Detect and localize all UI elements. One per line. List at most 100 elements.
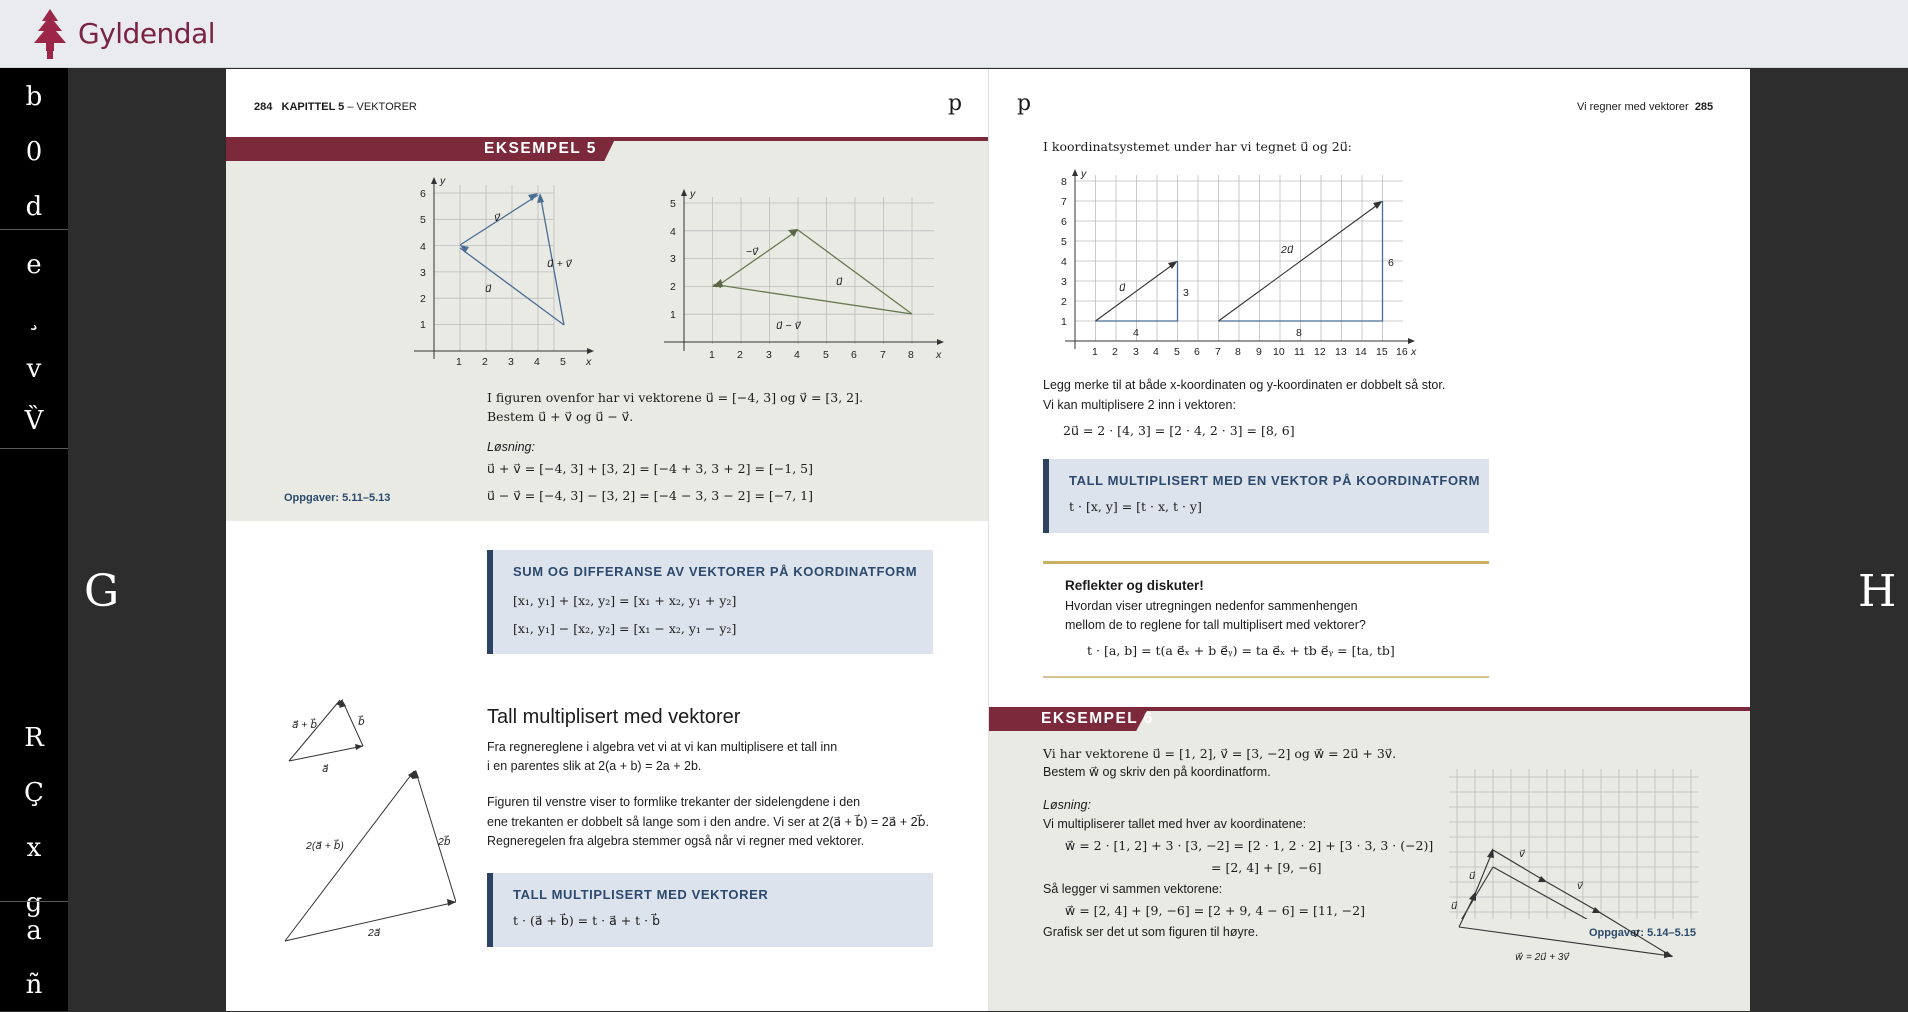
sidebar-divider xyxy=(0,901,68,902)
svg-text:2: 2 xyxy=(482,356,488,368)
svg-text:1: 1 xyxy=(1061,316,1067,328)
svg-text:3: 3 xyxy=(508,356,514,368)
toolbar-button-9[interactable]: Ç xyxy=(24,778,44,808)
left-corner-mark: p xyxy=(948,91,963,116)
reflect-bottom-rule xyxy=(1043,676,1489,678)
svg-text:10: 10 xyxy=(1273,346,1285,358)
svg-text:6: 6 xyxy=(851,349,857,361)
rule-line: t · [x, y] = [t · x, t · y] xyxy=(1069,499,1202,514)
svg-text:u⃗: u⃗ xyxy=(1119,282,1126,294)
previous-page-button[interactable]: G xyxy=(84,566,120,617)
svg-text:5: 5 xyxy=(670,198,676,210)
scalar-calculation: 2u⃗ = 2 · [4, 3] = [2 · 4, 2 · 3] = [8, … xyxy=(1063,423,1295,438)
svg-text:u⃗: u⃗ xyxy=(485,283,492,295)
example-5-label: EKSEMPEL 5 xyxy=(484,140,597,157)
example-6-problem-line-1: Vi har vektorene u⃗ = [1, 2], v⃗ = [3, −… xyxy=(1043,746,1397,761)
svg-text:8: 8 xyxy=(1061,176,1067,188)
next-page-button[interactable]: H xyxy=(1858,566,1897,617)
example-5-problem-line-1: I figuren ovenfor har vi vektorene u⃗ = … xyxy=(487,390,863,405)
toolbar-button-3[interactable]: d xyxy=(25,192,43,222)
brand-logo[interactable]: Gyldendal xyxy=(28,7,216,61)
svg-text:7: 7 xyxy=(1061,196,1067,208)
svg-text:3: 3 xyxy=(1061,276,1067,288)
sidebar-divider xyxy=(0,448,68,449)
example-6-label: EKSEMPEL 6 xyxy=(1041,710,1154,727)
svg-text:5: 5 xyxy=(823,349,829,361)
svg-text:3: 3 xyxy=(670,253,676,265)
svg-text:1: 1 xyxy=(456,356,462,368)
sidebar-divider xyxy=(0,229,68,230)
toolbar-button-6[interactable]: v xyxy=(26,354,42,384)
svg-text:9: 9 xyxy=(1256,346,1262,358)
example-5-solution-line-2: u⃗ − v⃗ = [−4, 3] − [3, 2] = [−4 − 3, 3 … xyxy=(487,488,814,503)
svg-text:w⃗ = 2u⃗ + 3v⃗: w⃗ = 2u⃗ + 3v⃗ xyxy=(1515,952,1570,963)
svg-text:8: 8 xyxy=(1296,327,1302,339)
svg-text:u⃗: u⃗ xyxy=(1469,871,1475,882)
svg-text:5: 5 xyxy=(560,356,566,368)
example-6-solution-line-2: w⃗ = 2 · [1, 2] + 3 · [3, −2] = [2 · 1, … xyxy=(1065,838,1434,853)
svg-text:2: 2 xyxy=(1112,346,1118,358)
exercises-link[interactable]: Oppgaver: 5.14–5.15 xyxy=(1589,927,1697,939)
example-6-solution-line-6: Grafisk ser det ut som figuren til høyre… xyxy=(1043,925,1259,939)
example-5-panel xyxy=(226,137,988,521)
ribbon-rule xyxy=(989,707,1750,711)
svg-text:8: 8 xyxy=(908,349,914,361)
svg-text:2: 2 xyxy=(420,293,426,305)
right-corner-mark: p xyxy=(1017,91,1032,116)
section-paragraph-2-line-3: Regneregelen fra algebra stemmer også nå… xyxy=(487,834,865,848)
svg-text:1: 1 xyxy=(1092,346,1098,358)
rule-line: [x₁, y₁] + [x₂, y₂] = [x₁ + x₂, y₁ + y₂] xyxy=(513,593,737,608)
toolbar-button-4[interactable]: e xyxy=(26,250,42,280)
svg-text:16: 16 xyxy=(1396,346,1408,358)
rule-box-title: TALL MULTIPLISERT MED EN VEKTOR PÅ KOORD… xyxy=(1069,473,1481,488)
svg-text:4: 4 xyxy=(1061,256,1067,268)
toolbar-button-11[interactable]: g xyxy=(25,888,43,918)
svg-text:v⃗: v⃗ xyxy=(1577,881,1584,892)
svg-text:y: y xyxy=(439,175,446,187)
example-6-vector-figure xyxy=(1449,769,1699,919)
svg-text:2(a⃗ + b⃗): 2(a⃗ + b⃗) xyxy=(305,839,344,852)
svg-text:y: y xyxy=(1080,169,1087,180)
svg-text:a⃗: a⃗ xyxy=(322,763,329,775)
toolbar-button-10[interactable]: x xyxy=(26,833,42,863)
svg-text:v⃗: v⃗ xyxy=(494,212,501,224)
note-line-2: Vi kan multiplisere 2 inn i vektoren: xyxy=(1043,398,1236,412)
example-6-problem-line-2: Bestem w⃗ og skriv den på koordinatform. xyxy=(1043,765,1271,779)
svg-text:2: 2 xyxy=(670,281,676,293)
left-running-head: 284 KAPITTEL 5 – VEKTORER xyxy=(254,101,417,113)
svg-text:5: 5 xyxy=(420,214,426,226)
sum-difference-rule-box: SUM OG DIFFERANSE AV VEKTORER PÅ KOORDIN… xyxy=(487,550,933,654)
exercises-link[interactable]: Oppgaver: 5.11–5.13 xyxy=(284,492,391,504)
svg-text:2b⃗: 2b⃗ xyxy=(437,835,451,848)
toolbar-button-12[interactable]: a xyxy=(26,916,42,946)
toolbar-button-13[interactable]: ñ xyxy=(25,970,43,1000)
toolbar-button-1[interactable]: b xyxy=(25,82,43,112)
svg-text:x: x xyxy=(935,349,942,361)
rule-line: t · (a⃗ + b⃗) = t · a⃗ + t · b⃗ xyxy=(513,913,661,928)
svg-text:y: y xyxy=(689,189,696,200)
toolbar-button-5[interactable]: ¸ xyxy=(27,302,41,332)
example-6-panel xyxy=(989,707,1750,1011)
toolbar-button-7[interactable]: V̏ xyxy=(24,406,44,436)
example-5-solution-label: Løsning: xyxy=(487,440,535,454)
svg-text:u⃗: u⃗ xyxy=(1451,901,1457,912)
svg-text:4: 4 xyxy=(670,226,676,238)
svg-text:x: x xyxy=(1410,346,1417,358)
right-running-head: Vi regner med vektorer 285 xyxy=(1577,101,1714,113)
reflect-top-rule xyxy=(1043,561,1489,564)
example-5-ribbon xyxy=(226,137,616,161)
svg-text:1: 1 xyxy=(670,309,676,321)
svg-text:6: 6 xyxy=(1388,257,1394,269)
svg-text:2: 2 xyxy=(1061,296,1067,308)
svg-text:6: 6 xyxy=(420,188,426,200)
section-paragraph-1-line-1: Fra regnereglene i algebra vet vi at vi … xyxy=(487,740,838,754)
svg-text:b⃗: b⃗ xyxy=(358,715,365,728)
toolbar-button-8[interactable]: R xyxy=(24,723,44,753)
section-title: Tall multiplisert med vektorer xyxy=(487,706,741,728)
section-paragraph-2-line-2: ene trekanten er dobbelt så lange som i … xyxy=(487,815,929,829)
vector-difference-figure: 1 2 3 4 5 6 7 8 1 2 3 4 5 y x −v⃗ u⃗ u⃗ − v⃗ xyxy=(664,189,944,361)
toolbar-button-2[interactable]: 0 xyxy=(25,137,43,167)
reflect-title: Reflekter og diskuter! xyxy=(1065,578,1204,593)
svg-text:v⃗: v⃗ xyxy=(1519,849,1526,860)
